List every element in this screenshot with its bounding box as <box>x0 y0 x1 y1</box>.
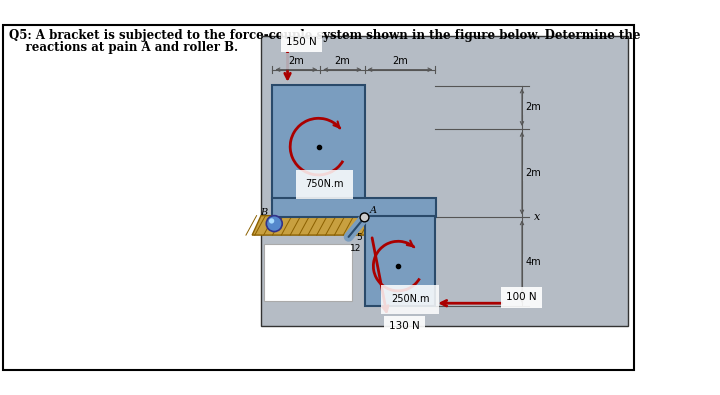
Text: 2m: 2m <box>526 168 541 178</box>
FancyBboxPatch shape <box>272 85 365 200</box>
Text: 750N.m: 750N.m <box>305 179 343 189</box>
Text: x: x <box>534 213 541 222</box>
FancyBboxPatch shape <box>364 216 436 306</box>
FancyBboxPatch shape <box>3 25 634 370</box>
Text: 2m: 2m <box>289 56 305 66</box>
Text: reactions at pain A and roller B.: reactions at pain A and roller B. <box>9 41 238 55</box>
Text: 5: 5 <box>356 233 362 241</box>
Text: A: A <box>370 206 377 215</box>
FancyBboxPatch shape <box>272 198 436 217</box>
Text: 12: 12 <box>350 244 361 253</box>
Text: 2m: 2m <box>392 56 408 66</box>
Circle shape <box>266 216 282 231</box>
Text: 150 N: 150 N <box>286 37 317 47</box>
Text: 4m: 4m <box>526 257 541 267</box>
Circle shape <box>360 213 369 222</box>
Text: Q5: A bracket is subjected to the force-couple system shown in the figure below.: Q5: A bracket is subjected to the force-… <box>9 29 640 42</box>
Text: 100 N: 100 N <box>506 292 536 302</box>
Text: B: B <box>260 209 267 218</box>
FancyBboxPatch shape <box>264 244 352 301</box>
Circle shape <box>269 218 274 224</box>
Text: 130 N: 130 N <box>390 321 420 331</box>
Text: 2m: 2m <box>526 102 541 112</box>
Text: 250N.m: 250N.m <box>391 294 430 305</box>
Text: 2m: 2m <box>335 56 350 66</box>
Polygon shape <box>252 216 394 235</box>
FancyBboxPatch shape <box>261 36 628 326</box>
